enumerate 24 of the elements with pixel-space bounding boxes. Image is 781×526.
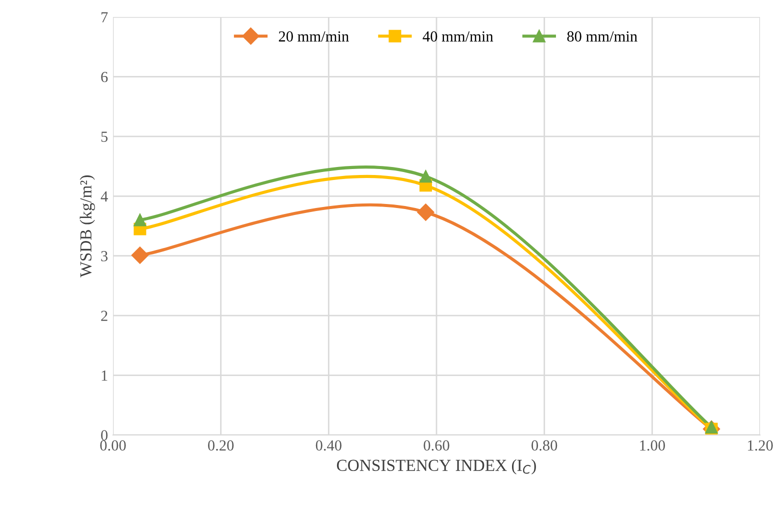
y-tick-label: 6: [101, 72, 108, 82]
point: [419, 170, 432, 183]
y-axis-title: WSDB (kg/m²): [80, 175, 95, 278]
y-tick-label: 1: [102, 370, 108, 381]
legend-label: 80 mm/min: [567, 31, 638, 42]
point: [131, 246, 149, 264]
y-tick-label: 5: [101, 132, 108, 142]
x-tick-label: 1.00: [640, 440, 665, 451]
legend-label: 20 mm/min: [278, 31, 349, 42]
point: [134, 214, 146, 226]
x-tick-label: 0.00: [100, 440, 126, 451]
y-tick-label: 2: [101, 310, 108, 321]
x-tick-label: 1.20: [748, 440, 773, 451]
legend-label: 40 mm/min: [422, 31, 494, 42]
y-tick-label: 4: [100, 191, 108, 202]
y-tick-label: 0: [101, 430, 108, 440]
y-tick-label: 3: [101, 251, 108, 262]
point: [417, 204, 434, 221]
x-tick-label: 0.20: [208, 440, 234, 451]
y-tick-label: 7: [102, 12, 108, 22]
x-axis-title: CONSISTENCY INDEX (I$_{C}$): [336, 459, 536, 474]
x-tick-label: 0.80: [532, 440, 558, 451]
x-tick-label: 0.40: [316, 440, 342, 451]
x-tick-label: 0.60: [424, 440, 450, 451]
